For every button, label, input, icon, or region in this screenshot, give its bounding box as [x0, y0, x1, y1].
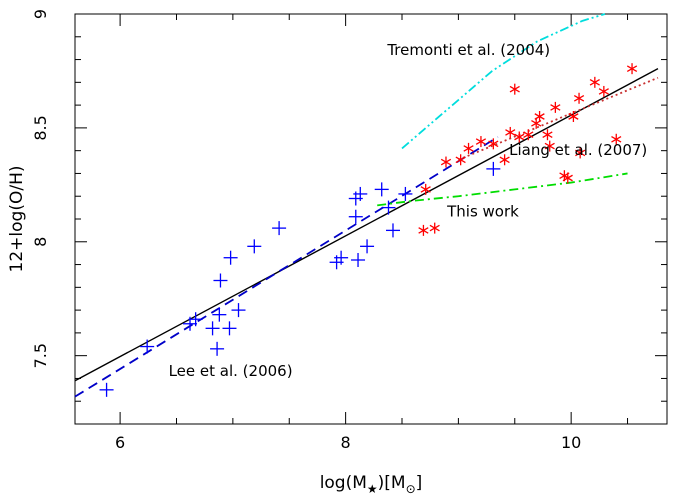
plot-frame — [74, 13, 668, 425]
x-axis-label: log(M★)[M⊙] — [320, 473, 423, 496]
plus-marker — [360, 239, 375, 254]
asterisk-marker-d2 — [418, 227, 429, 234]
asterisk-marker-d2 — [455, 156, 466, 164]
asterisk-marker — [534, 111, 545, 122]
plus-marker — [140, 339, 155, 354]
asterisk-marker-d2 — [589, 79, 600, 86]
asterisk-marker-d2 — [575, 149, 586, 157]
asterisk-marker-d2 — [488, 140, 499, 148]
x-tick-label: 8 — [341, 433, 351, 452]
asterisk-marker-d2 — [475, 138, 487, 145]
asterisk-marker-d2 — [598, 88, 609, 95]
y-axis-label: 12+log(O/H) — [7, 166, 27, 273]
fit-lines — [74, 13, 659, 398]
plus-marker — [247, 239, 262, 254]
asterisk-marker — [509, 83, 520, 95]
plus-marker — [222, 321, 237, 336]
asterisk-marker — [418, 224, 429, 236]
asterisk-marker — [440, 156, 452, 168]
axis-ticks — [75, 13, 667, 424]
asterisk-marker-d2 — [514, 133, 525, 141]
plus-marker — [398, 186, 413, 201]
plus-marker — [210, 341, 225, 356]
plus-marker — [205, 321, 220, 336]
asterisk-marker — [550, 101, 561, 113]
plus-marker — [374, 182, 389, 197]
asterisk-marker — [429, 222, 440, 234]
asterisk-marker — [562, 172, 573, 184]
x-tick-label: 6 — [115, 433, 125, 452]
asterisk-marker — [611, 133, 622, 145]
plus-marker — [351, 253, 366, 267]
asterisk-marker — [568, 111, 579, 122]
asterisk-marker-d2 — [573, 94, 585, 102]
asterisk-marker — [505, 126, 516, 138]
plus-marker — [188, 312, 203, 327]
asterisk-marker-d2 — [505, 129, 516, 136]
asterisk-marker-d2 — [509, 85, 520, 93]
annotation-label: Lee et al. (2006) — [169, 362, 293, 380]
asterisk-marker-d2 — [544, 142, 555, 150]
x-tick-label: 10 — [561, 433, 581, 452]
asterisk-marker-d2 — [542, 131, 553, 139]
line-dashdot — [377, 172, 628, 207]
y-tick-label: 7.5 — [31, 343, 50, 368]
asterisk-marker-d2 — [523, 131, 534, 139]
line-solid — [74, 68, 659, 382]
y-tick-label: 9 — [31, 9, 50, 19]
asterisk-marker — [598, 85, 609, 97]
asterisk-marker — [463, 142, 474, 154]
asterisk-marker — [575, 147, 586, 159]
asterisk-marker — [626, 63, 638, 75]
asterisk-marker — [523, 129, 534, 141]
y-tick-label: 8.5 — [31, 115, 50, 140]
data-markers — [99, 63, 638, 397]
line-dotted — [458, 76, 659, 161]
asterisk-marker-d2 — [626, 65, 638, 72]
plus-marker — [213, 273, 228, 288]
annotation-label: Tremonti et al. (2004) — [386, 41, 550, 59]
asterisk-marker — [499, 154, 510, 166]
asterisk-marker-d2 — [568, 113, 579, 120]
asterisk-marker — [455, 154, 466, 166]
asterisk-marker-d2 — [550, 104, 561, 111]
plus-marker — [486, 161, 501, 176]
asterisk-marker — [475, 136, 487, 148]
line-dashed — [74, 136, 499, 398]
asterisk-marker — [589, 76, 600, 88]
y-tick-label: 8 — [31, 237, 50, 247]
asterisk-marker — [544, 140, 555, 152]
tick-labels: 6 8 10 7.5 8 8.5 9 — [31, 9, 581, 452]
plus-marker — [334, 250, 349, 265]
asterisk-marker — [420, 183, 431, 195]
asterisk-marker — [488, 138, 499, 150]
asterisk-marker-d2 — [499, 156, 510, 164]
annotation-label: Liang et al. (2007) — [509, 141, 647, 159]
line-dashdotdot — [401, 13, 606, 150]
asterisk-marker — [514, 131, 525, 143]
asterisk-marker — [573, 92, 585, 104]
asterisk-marker-d2 — [562, 174, 573, 182]
plus-marker — [381, 200, 396, 215]
asterisk-marker — [542, 129, 553, 141]
plus-marker — [385, 223, 400, 238]
plus-marker — [348, 209, 363, 224]
plus-marker — [99, 382, 114, 397]
asterisk-marker-d2 — [440, 158, 452, 166]
asterisk-marker-d2 — [611, 135, 622, 143]
annotation-label: This work — [446, 203, 519, 221]
plus-marker — [212, 307, 227, 322]
plus-marker — [223, 250, 238, 265]
plus-marker — [272, 221, 287, 236]
asterisk-marker-d2 — [463, 145, 474, 152]
asterisk-marker-d2 — [429, 224, 440, 232]
annotations: Tremonti et al. (2004) Liang et al. (2007… — [169, 41, 648, 380]
asterisk-marker-d2 — [420, 186, 431, 193]
plus-marker — [353, 186, 368, 201]
asterisk-marker-d2 — [534, 113, 545, 120]
plus-marker — [231, 303, 246, 318]
